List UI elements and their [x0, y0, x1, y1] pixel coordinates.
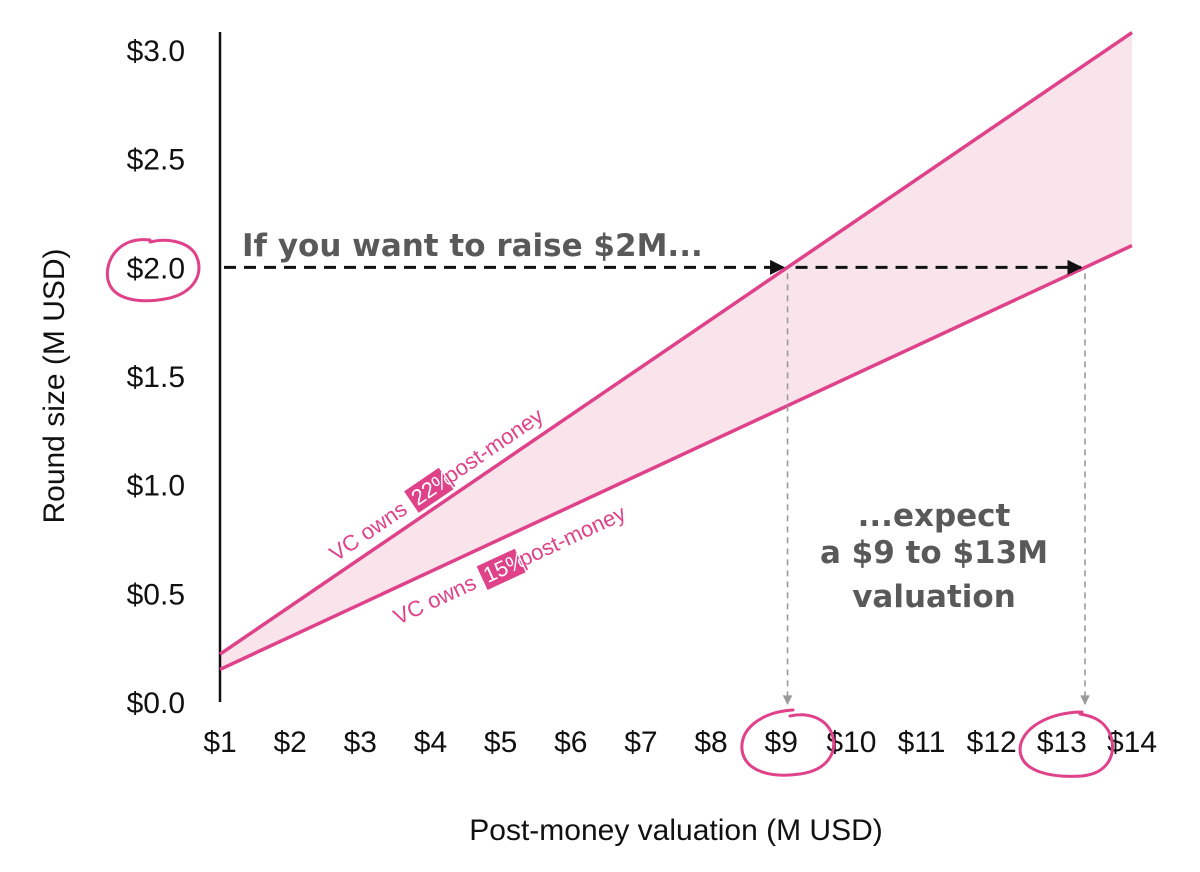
pct-highlight: [404, 467, 454, 513]
y-tick-label: $0.0: [127, 687, 185, 720]
raise-callout: If you want to raise $2M...: [242, 228, 703, 264]
highlight-circle-x9: [740, 708, 836, 777]
y-tick-label: $1.0: [127, 470, 185, 503]
highlight-circle-x13: [1018, 710, 1115, 778]
x-tick-label: $6: [554, 726, 587, 759]
y-tick-label: $0.5: [127, 578, 185, 611]
x-tick-label: $9: [765, 726, 798, 759]
y-tick-label: $2.0: [127, 252, 185, 285]
ownership-band: [220, 32, 1132, 670]
highlight-circles-layer: [105, 238, 1115, 778]
x-tick-label: $11: [898, 726, 946, 759]
expect-callout-line: valuation: [852, 579, 1016, 615]
pct-highlight: [476, 548, 526, 590]
series-line-15pct: [219, 244, 1133, 671]
series-layer: [219, 31, 1133, 671]
y-axis-title: Round size (M USD): [38, 248, 71, 523]
x-tick-label: $13: [1037, 726, 1087, 759]
expect-callout-line: ...expect: [858, 498, 1011, 534]
y-tick-label: $2.5: [127, 144, 185, 177]
x-tick-label: $4: [414, 726, 447, 759]
x-tick-label: $14: [1107, 726, 1157, 759]
x-tick-label: $2: [273, 726, 306, 759]
fill-layer: [220, 32, 1132, 670]
highlight-circle-y2: [105, 238, 201, 303]
y-tick-label: $1.5: [127, 361, 185, 394]
y-tick-label: $3.0: [127, 35, 185, 68]
x-tick-label: $7: [624, 726, 657, 759]
x-axis-title: Post-money valuation (M USD): [469, 814, 882, 847]
x-tick-label: $5: [484, 726, 517, 759]
x-tick-label: $3: [344, 726, 377, 759]
series-line-22pct: [219, 31, 1133, 656]
x-tick-label: $12: [967, 726, 1017, 759]
x-tick-label: $1: [203, 726, 236, 759]
x-tick-label: $8: [694, 726, 727, 759]
expect-callout-line: a $9 to $13M: [820, 535, 1048, 571]
tick-layer: $1 $2 $3 $4 $5 $6 $7 $8 $9 $10 $11 $12 $13 $14$0.0$0.…: [38, 35, 1157, 847]
